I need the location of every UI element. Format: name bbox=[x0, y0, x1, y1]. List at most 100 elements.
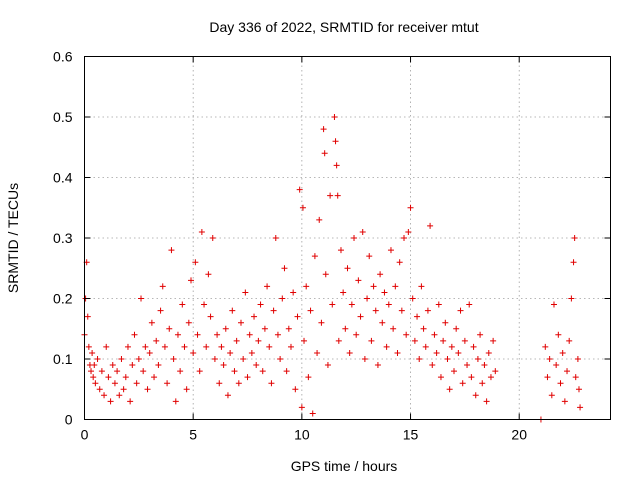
data-point-marker bbox=[414, 313, 421, 320]
data-point-marker bbox=[337, 247, 344, 254]
data-point-marker bbox=[259, 368, 266, 375]
data-point-marker bbox=[253, 362, 260, 369]
data-point-marker bbox=[446, 386, 453, 393]
data-point-marker bbox=[205, 271, 212, 278]
data-point-marker bbox=[374, 362, 381, 369]
data-point-marker bbox=[409, 295, 416, 302]
x-tick-labels: 0 5 10 15 20 bbox=[81, 427, 528, 443]
data-point-marker bbox=[122, 374, 129, 381]
data-point-marker bbox=[411, 337, 418, 344]
grid-lines bbox=[84, 56, 611, 420]
data-point-marker bbox=[270, 307, 277, 314]
data-point-marker bbox=[307, 307, 314, 314]
data-point-marker bbox=[203, 343, 210, 350]
data-point-marker bbox=[437, 374, 444, 381]
data-point-marker bbox=[105, 374, 112, 381]
data-point-marker bbox=[448, 343, 455, 350]
data-point-marker bbox=[344, 265, 351, 272]
data-point-marker bbox=[131, 331, 138, 338]
data-point-marker bbox=[332, 138, 339, 145]
data-point-marker bbox=[396, 259, 403, 266]
data-point-marker bbox=[322, 271, 329, 278]
data-point-marker bbox=[472, 392, 479, 399]
y-tick-label: 0.4 bbox=[53, 170, 73, 186]
data-point-marker bbox=[577, 404, 584, 411]
data-point-marker bbox=[135, 356, 142, 362]
data-point-marker bbox=[261, 325, 268, 332]
y-axis-label: SRMTID / TECUs bbox=[5, 183, 21, 293]
data-point-marker bbox=[324, 362, 331, 369]
data-point-marker bbox=[575, 386, 582, 393]
data-point-marker bbox=[329, 301, 336, 308]
data-point-marker bbox=[418, 283, 425, 290]
y-tick-label: 0.1 bbox=[53, 351, 73, 367]
data-point-marker bbox=[444, 356, 451, 362]
data-point-marker bbox=[159, 283, 166, 290]
y-tick-labels: 0 0.1 0.2 0.3 0.4 0.5 0.6 bbox=[53, 49, 73, 428]
x-tick-label: 10 bbox=[294, 427, 310, 443]
data-point-marker bbox=[216, 380, 223, 387]
data-point-marker bbox=[435, 301, 442, 308]
data-point-marker bbox=[107, 398, 114, 405]
data-point-marker bbox=[364, 295, 371, 302]
data-point-marker bbox=[424, 307, 431, 314]
data-point-marker bbox=[129, 362, 136, 369]
data-point-marker bbox=[457, 307, 464, 314]
data-point-marker bbox=[237, 319, 244, 326]
data-point-marker bbox=[477, 331, 484, 338]
plot-frame bbox=[84, 56, 611, 420]
x-tick-label: 5 bbox=[189, 427, 197, 443]
data-point-marker bbox=[483, 398, 490, 405]
data-point-marker bbox=[214, 331, 221, 338]
data-point-marker bbox=[392, 283, 399, 290]
data-point-marker bbox=[559, 349, 566, 356]
x-tick-label: 20 bbox=[511, 427, 527, 443]
data-point-marker bbox=[474, 356, 481, 362]
data-point-marker bbox=[277, 356, 284, 362]
data-point-marker bbox=[320, 126, 327, 133]
data-point-marker bbox=[164, 380, 171, 387]
data-point-marker bbox=[298, 404, 305, 411]
data-point-marker bbox=[311, 253, 318, 260]
data-point-marker bbox=[453, 325, 460, 332]
data-point-marker bbox=[151, 374, 158, 381]
data-point-marker bbox=[429, 362, 436, 369]
data-point-marker bbox=[370, 283, 377, 290]
data-point-marker bbox=[466, 301, 473, 308]
data-point-marker bbox=[207, 313, 214, 320]
data-point-marker bbox=[229, 307, 236, 314]
data-point-marker bbox=[334, 192, 341, 199]
data-point-marker bbox=[357, 313, 364, 320]
data-point-marker bbox=[550, 301, 557, 308]
data-point-marker bbox=[201, 301, 208, 308]
data-point-marker bbox=[222, 325, 229, 332]
data-point-marker bbox=[114, 368, 121, 375]
data-point-marker bbox=[251, 313, 258, 320]
data-point-marker bbox=[377, 271, 384, 278]
data-point-marker bbox=[294, 313, 301, 320]
data-point-marker bbox=[272, 235, 279, 241]
data-point-marker bbox=[568, 295, 575, 302]
data-point-marker bbox=[218, 343, 225, 350]
y-tick-label: 0.3 bbox=[53, 230, 73, 246]
data-point-marker bbox=[89, 349, 96, 356]
data-point-marker bbox=[248, 349, 255, 356]
data-point-marker bbox=[461, 337, 468, 344]
data-point-marker bbox=[144, 386, 151, 393]
data-point-marker bbox=[321, 150, 328, 157]
data-point-marker bbox=[557, 380, 564, 387]
data-point-marker bbox=[168, 247, 175, 254]
x-axis-label: GPS time / hours bbox=[291, 458, 398, 474]
data-point-marker bbox=[138, 295, 145, 302]
data-point-marker bbox=[246, 331, 253, 338]
data-point-marker bbox=[422, 343, 429, 350]
data-point-marker bbox=[427, 222, 434, 229]
data-point-marker bbox=[233, 337, 240, 344]
data-point-marker bbox=[359, 228, 366, 235]
data-point-marker bbox=[368, 337, 375, 344]
data-points bbox=[81, 114, 584, 423]
data-point-marker bbox=[266, 343, 273, 350]
data-point-marker bbox=[120, 386, 127, 393]
data-point-marker bbox=[235, 380, 242, 387]
y-tick-label: 0.6 bbox=[53, 49, 73, 65]
